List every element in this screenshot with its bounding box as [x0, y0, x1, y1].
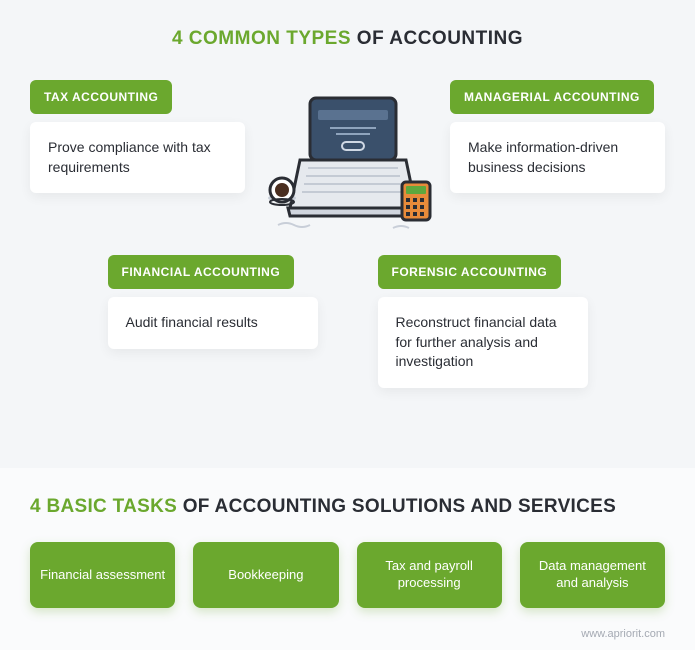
types-title-rest: OF ACCOUNTING	[351, 28, 523, 49]
types-title: 4 COMMON TYPES OF ACCOUNTING	[30, 28, 665, 50]
task-pill-data: Data management and analysis	[520, 542, 665, 608]
types-row-top: TAX ACCOUNTING Prove compliance with tax…	[30, 80, 665, 245]
task-pill-bookkeeping: Bookkeeping	[193, 542, 338, 608]
card-forensic-tag: FORENSIC ACCOUNTING	[378, 255, 562, 289]
types-title-accent: 4 COMMON TYPES	[172, 28, 351, 49]
card-managerial: MANAGERIAL ACCOUNTING Make information-d…	[450, 80, 665, 193]
tasks-row: Financial assessment Bookkeeping Tax and…	[30, 542, 665, 608]
card-tax-tag: TAX ACCOUNTING	[30, 80, 172, 114]
laptop-illustration	[258, 80, 438, 245]
card-forensic-body: Reconstruct financial data for further a…	[378, 297, 588, 388]
card-tax: TAX ACCOUNTING Prove compliance with tax…	[30, 80, 245, 193]
card-financial: FINANCIAL ACCOUNTING Audit financial res…	[108, 255, 318, 388]
card-financial-body: Audit financial results	[108, 297, 318, 349]
types-row-bottom: FINANCIAL ACCOUNTING Audit financial res…	[30, 255, 665, 388]
card-forensic: FORENSIC ACCOUNTING Reconstruct financia…	[378, 255, 588, 388]
card-financial-tag: FINANCIAL ACCOUNTING	[108, 255, 295, 289]
attribution: www.apriorit.com	[30, 628, 665, 640]
tasks-title: 4 BASIC TASKS OF ACCOUNTING SOLUTIONS AN…	[30, 496, 665, 518]
task-pill-assessment: Financial assessment	[30, 542, 175, 608]
card-managerial-tag: MANAGERIAL ACCOUNTING	[450, 80, 654, 114]
tasks-title-rest: OF ACCOUNTING SOLUTIONS AND SERVICES	[177, 496, 616, 517]
task-pill-tax: Tax and payroll processing	[357, 542, 502, 608]
card-managerial-body: Make information-driven business decisio…	[450, 122, 665, 193]
card-tax-body: Prove compliance with tax requirements	[30, 122, 245, 193]
tasks-title-accent: 4 BASIC TASKS	[30, 496, 177, 517]
tasks-section: 4 BASIC TASKS OF ACCOUNTING SOLUTIONS AN…	[0, 468, 695, 650]
